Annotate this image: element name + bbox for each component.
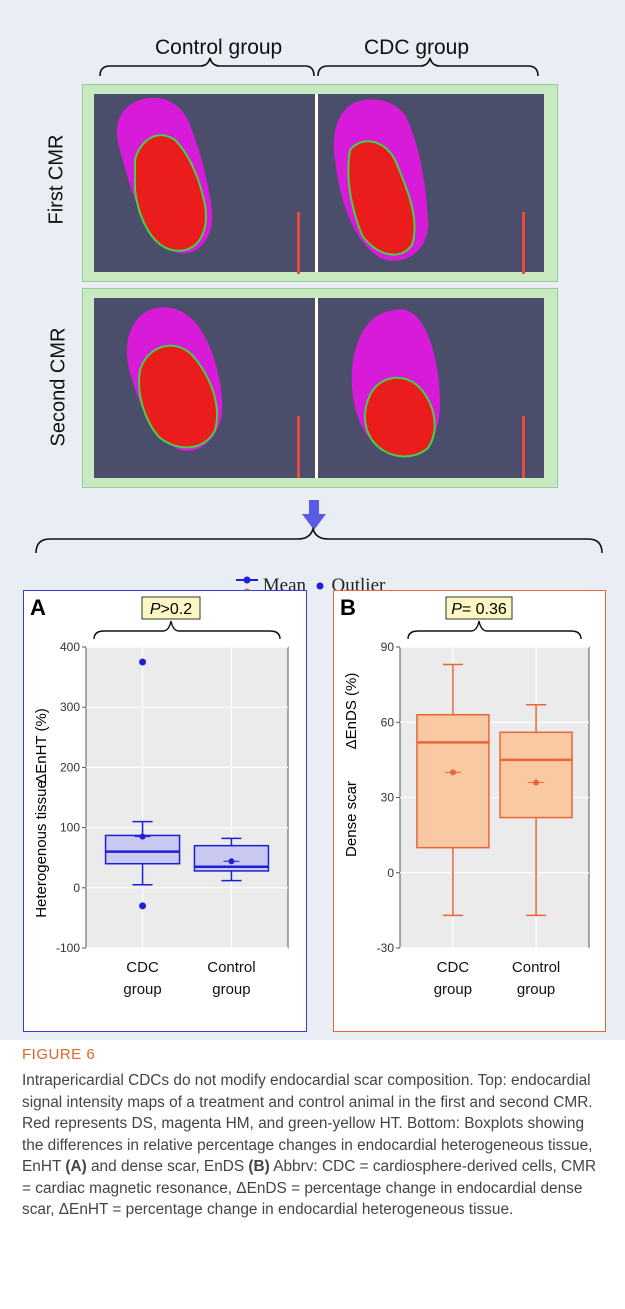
- y-tick-label: -30: [377, 941, 395, 955]
- first-cmr-divider: [315, 94, 318, 272]
- mean-point: [533, 779, 540, 786]
- x-category-label: group: [517, 981, 555, 998]
- figure-panel: Control group CDC group First CMR Second…: [0, 0, 625, 1040]
- figure-caption: Intrapericardial CDCs do not modify endo…: [22, 1070, 607, 1221]
- mean-point: [449, 769, 456, 776]
- legend-outlier-symbol: [316, 582, 324, 590]
- signal-intensity-maps: [116, 97, 525, 478]
- caption-part-2: and dense scar, EnDS: [86, 1158, 249, 1175]
- x-category-label: Control: [512, 959, 560, 976]
- panel-a: A P>0.2 -100 0 100 200 300 400 ΔEnHT (%) Heteroge…: [23, 590, 307, 1032]
- outlier-point: [139, 658, 147, 666]
- caption-part-1: Intrapericardial CDCs do not modify endo…: [22, 1072, 593, 1175]
- pvalue-box: [141, 596, 201, 620]
- boxplot-a: A P>0.2 -100 0 100 200 300 400 ΔEnHT (%)Heteroge…: [30, 595, 289, 998]
- pvalue-p: P: [451, 601, 462, 618]
- x-category-label: CDC: [126, 959, 159, 976]
- y-tick-label: 200: [60, 760, 80, 774]
- y-axis-label-bottom: Heterogenous tissue: [33, 780, 50, 918]
- y-tick-label: 100: [60, 821, 80, 835]
- mean-point: [139, 833, 146, 840]
- boxplot-b: B P= 0.36 -30 0 30 60 90 ΔEnDS (%) Dense scar CDC…: [340, 595, 590, 998]
- y-tick-label: 30: [381, 791, 395, 805]
- y-tick-label: 90: [381, 640, 395, 654]
- panel-b: B P= 0.36 -30 0 30 60 90 ΔEnDS (%) Dense scar CDC…: [333, 590, 606, 1032]
- y-axis-label-bottom: Dense scar: [343, 781, 360, 857]
- pvalue-label: P= 0.36: [451, 601, 507, 618]
- second-cmr-divider: [315, 298, 318, 478]
- col-label-control: Control group: [155, 36, 283, 59]
- pvalue-value: >0.2: [161, 601, 193, 618]
- pvalue-label: P>0.2: [150, 601, 192, 618]
- y-tick-label: -100: [56, 941, 80, 955]
- x-category-label: group: [212, 981, 250, 998]
- figure-title: FIGURE 6: [22, 1046, 96, 1063]
- heart-first-cdc: [333, 99, 429, 261]
- brace-control: [99, 57, 315, 77]
- panel-letter: B: [340, 595, 356, 620]
- pvalue-box: [445, 596, 513, 620]
- brace-cdc: [317, 57, 539, 77]
- y-tick-label: 400: [60, 640, 80, 654]
- box: [416, 713, 490, 849]
- y-axis-label-top: ΔEnHT (%): [33, 708, 50, 784]
- pvalue-p: P: [150, 601, 161, 618]
- heart-second-cdc: [351, 309, 440, 458]
- group-brace: [407, 620, 582, 640]
- caption-ref-b: (B): [248, 1158, 270, 1175]
- panel-letter: A: [30, 595, 46, 620]
- heart-second-control: [126, 307, 223, 451]
- plot-area: [85, 646, 289, 949]
- box: [499, 731, 573, 819]
- y-tick-label: 0: [73, 881, 80, 895]
- pvalue-value: = 0.36: [462, 601, 507, 618]
- x-category-label: Control: [207, 959, 255, 976]
- y-tick-label: 300: [60, 700, 80, 714]
- y-tick-label: 60: [381, 715, 395, 729]
- color-scale-bars: [297, 212, 525, 478]
- caption-ref-a: (A): [65, 1158, 87, 1175]
- mean-point: [228, 858, 235, 865]
- group-brace: [93, 620, 281, 640]
- column-braces: [99, 57, 539, 77]
- box: [104, 834, 181, 865]
- col-label-cdc: CDC group: [364, 36, 470, 59]
- x-category-label: CDC: [437, 959, 470, 976]
- caption-part-3: Abbrv: CDC = cardiosphere-derived cells,…: [22, 1158, 597, 1218]
- y-axis-label-top: ΔEnDS (%): [343, 673, 360, 750]
- heart-first-control: [116, 97, 213, 254]
- y-tick-label: 0: [387, 866, 394, 880]
- x-category-label: group: [434, 981, 472, 998]
- wide-brace: [35, 526, 603, 554]
- outlier-point: [139, 902, 147, 910]
- down-arrow-icon: [302, 500, 326, 530]
- x-category-label: group: [123, 981, 161, 998]
